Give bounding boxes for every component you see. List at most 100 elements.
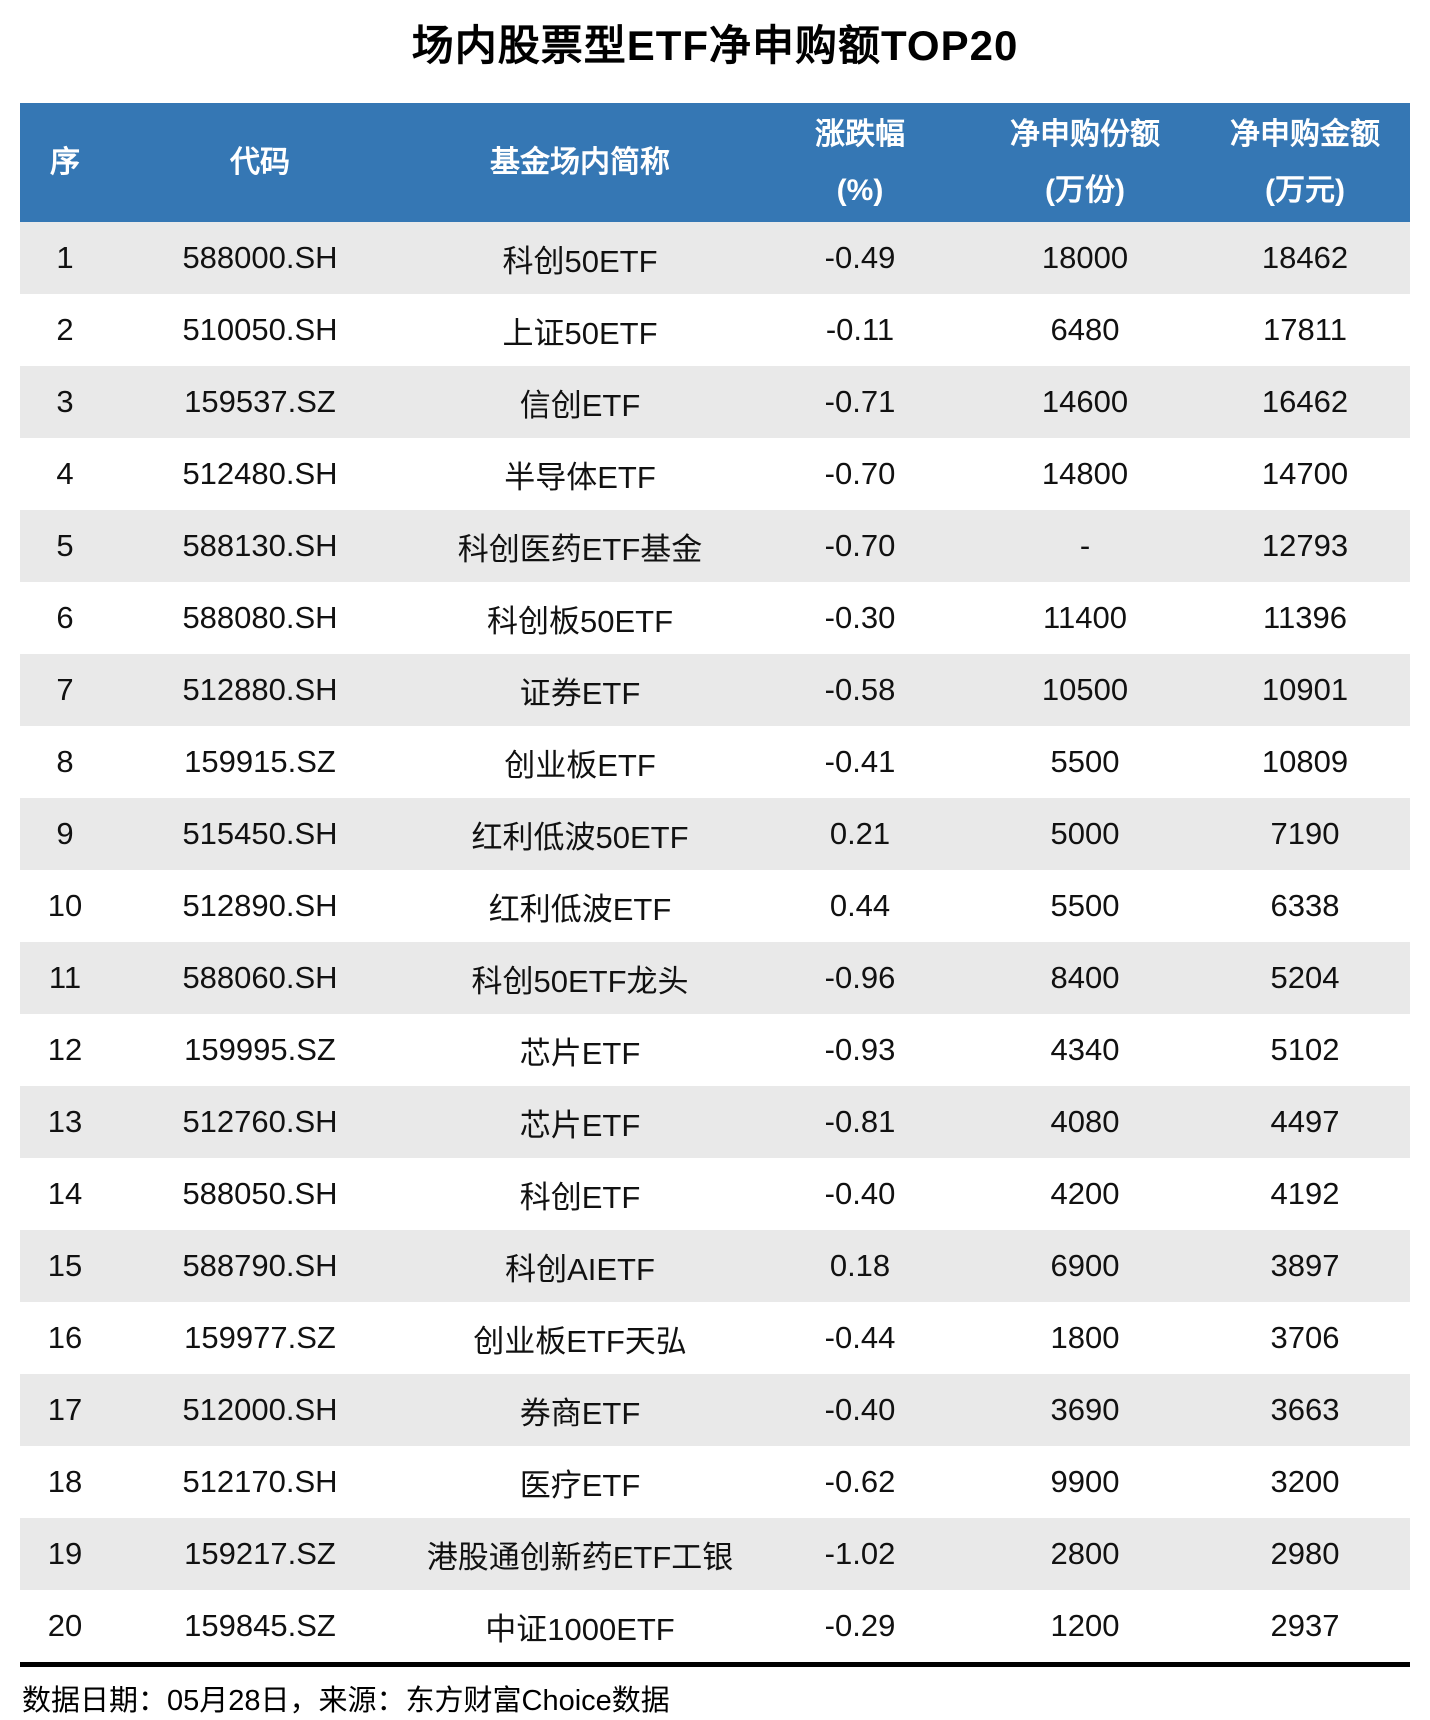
cell-fund-name: 科创ETF [519,1179,641,1215]
cell-fund-name: 创业板ETF [504,747,656,783]
cell-net-shares: 4200 [1050,1176,1120,1211]
column-header-sublabel: (万份) [1045,173,1125,207]
cell-seq: 20 [47,1608,83,1643]
table-row: 13 512760.SH 芯片ETF -0.81 4080 4497 [20,1086,1410,1158]
cell-change-pct: -0.93 [824,1032,896,1067]
column-header-code: 代码 [110,103,410,222]
table-row: 2 510050.SH 上证50ETF -0.11 6480 17811 [20,294,1410,366]
column-header-change-pct: 涨跌幅 (%) [750,103,970,222]
cell-code: 588060.SH [182,960,338,995]
cell-fund-name: 科创50ETF [502,243,658,279]
cell-net-shares: 5500 [1050,744,1120,779]
cell-change-pct: -0.71 [824,384,896,419]
cell-net-shares: 4340 [1050,1032,1120,1067]
table-row: 18 512170.SH 医疗ETF -0.62 9900 3200 [20,1446,1410,1518]
cell-net-amount: 10901 [1261,672,1349,707]
cell-fund-name: 半导体ETF [504,459,656,495]
cell-net-shares: 6900 [1050,1248,1120,1283]
cell-code: 159845.SZ [184,1608,336,1643]
table-row: 10 512890.SH 红利低波ETF 0.44 5500 6338 [20,870,1410,942]
cell-net-shares: 3690 [1050,1392,1120,1427]
cell-net-amount: 7190 [1270,816,1340,851]
cell-net-shares: - [1079,528,1091,563]
cell-seq: 4 [56,456,74,491]
cell-fund-name: 创业板ETF天弘 [473,1323,687,1359]
cell-code: 512880.SH [182,672,338,707]
table-row: 8 159915.SZ 创业板ETF -0.41 5500 10809 [20,726,1410,798]
cell-seq: 15 [47,1248,83,1283]
table-row: 12 159995.SZ 芯片ETF -0.93 4340 5102 [20,1014,1410,1086]
cell-seq: 1 [56,240,74,275]
cell-code: 159995.SZ [184,1032,336,1067]
cell-code: 512000.SH [182,1392,338,1427]
cell-fund-name: 红利低波ETF [488,891,672,927]
cell-fund-name: 芯片ETF [519,1107,641,1143]
cell-seq: 2 [56,312,74,347]
cell-change-pct: -0.70 [824,456,896,491]
table-row: 11 588060.SH 科创50ETF龙头 -0.96 8400 5204 [20,942,1410,1014]
cell-seq: 16 [47,1320,83,1355]
table-row: 15 588790.SH 科创AIETF 0.18 6900 3897 [20,1230,1410,1302]
cell-change-pct: -0.30 [824,600,896,635]
cell-fund-name: 科创50ETF龙头 [471,963,689,999]
cell-net-amount: 18462 [1261,240,1349,275]
cell-change-pct: -0.40 [824,1392,896,1427]
column-header-label: 涨跌幅 [815,117,905,151]
cell-net-shares: 11400 [1043,600,1127,635]
column-header-sublabel: (万元) [1265,173,1345,207]
cell-fund-name: 医疗ETF [519,1467,641,1503]
cell-net-shares: 4080 [1050,1104,1120,1139]
column-header-label: 代码 [230,145,290,179]
cell-change-pct: -1.02 [824,1536,896,1571]
cell-fund-name: 芯片ETF [519,1035,641,1071]
cell-net-shares: 9900 [1050,1464,1120,1499]
cell-code: 588050.SH [182,1176,338,1211]
cell-net-shares: 10500 [1041,672,1129,707]
cell-seq: 11 [48,960,82,995]
cell-seq: 19 [47,1536,83,1571]
cell-code: 159915.SZ [184,744,336,779]
cell-net-shares: 5500 [1050,888,1120,923]
cell-fund-name: 中证1000ETF [485,1611,675,1647]
cell-net-amount: 2937 [1270,1608,1340,1643]
cell-change-pct: -0.58 [824,672,896,707]
cell-net-amount: 4497 [1270,1104,1340,1139]
cell-net-shares: 2800 [1050,1536,1120,1571]
cell-net-amount: 3663 [1270,1392,1340,1427]
cell-fund-name: 券商ETF [519,1395,641,1431]
etf-top20-table: 序 代码 基金场内简称 涨跌幅 (%) 净申购份额 (万份) 净申购金额 (万 [20,103,1410,1719]
data-source-note: 数据日期：05月28日，来源：东方财富Choice数据 [22,1685,670,1717]
cell-seq: 8 [56,744,74,779]
cell-code: 159217.SZ [184,1536,336,1571]
column-header-net-shares: 净申购份额 (万份) [970,103,1200,222]
cell-change-pct: -0.81 [824,1104,896,1139]
cell-net-amount: 5204 [1270,960,1340,995]
footer-divider-line [20,1662,1410,1667]
page-title: 场内股票型ETF净申购额TOP20 [411,22,1019,69]
table-row: 17 512000.SH 券商ETF -0.40 3690 3663 [20,1374,1410,1446]
cell-fund-name: 科创医药ETF基金 [457,531,703,567]
cell-net-amount: 4192 [1270,1176,1340,1211]
cell-fund-name: 证券ETF [519,675,641,711]
column-header-label: 净申购份额 [1010,117,1160,151]
cell-code: 159977.SZ [184,1320,336,1355]
column-header-sublabel: (%) [836,173,884,207]
cell-seq: 5 [56,528,74,563]
table-body: 1 588000.SH 科创50ETF -0.49 18000 18462 2 510050.… [20,222,1410,1662]
cell-seq: 12 [47,1032,83,1067]
column-header-label: 基金场内简称 [490,145,670,179]
cell-change-pct: -0.40 [824,1176,896,1211]
cell-code: 159537.SZ [184,384,336,419]
cell-code: 512890.SH [182,888,338,923]
cell-net-shares: 5000 [1050,816,1120,851]
table-row: 9 515450.SH 红利低波50ETF 0.21 5000 7190 [20,798,1410,870]
table-row: 7 512880.SH 证券ETF -0.58 10500 10901 [20,654,1410,726]
cell-code: 588130.SH [182,528,338,563]
cell-net-amount: 11396 [1263,600,1347,635]
cell-change-pct: 0.18 [829,1248,891,1283]
cell-fund-name: 红利低波50ETF [471,819,689,855]
cell-seq: 13 [47,1104,83,1139]
cell-seq: 17 [47,1392,83,1427]
cell-net-shares: 1200 [1050,1608,1120,1643]
